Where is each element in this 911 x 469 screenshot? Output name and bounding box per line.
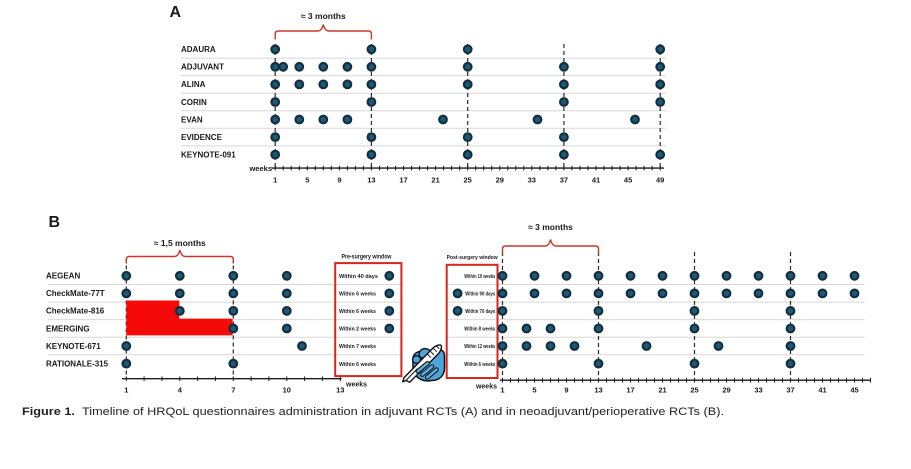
svg-text:9: 9 bbox=[337, 176, 341, 185]
svg-text:5: 5 bbox=[305, 176, 309, 185]
svg-text:weeks: weeks bbox=[248, 164, 272, 173]
svg-text:Within 90 days: Within 90 days bbox=[465, 292, 495, 298]
svg-text:9: 9 bbox=[564, 386, 568, 395]
svg-text:41: 41 bbox=[818, 386, 826, 395]
svg-text:21: 21 bbox=[658, 386, 666, 395]
svg-text:Within 2 weeks: Within 2 weeks bbox=[339, 327, 376, 333]
svg-text:EVAN: EVAN bbox=[181, 115, 203, 124]
svg-text:4: 4 bbox=[178, 386, 183, 395]
svg-text:B: B bbox=[49, 214, 61, 231]
svg-text:13: 13 bbox=[594, 386, 602, 395]
svg-text:45: 45 bbox=[624, 176, 632, 185]
svg-text:33: 33 bbox=[528, 176, 536, 185]
svg-text:Within 8 weeks: Within 8 weeks bbox=[464, 327, 495, 333]
svg-text:RATIONALE-315: RATIONALE-315 bbox=[46, 359, 109, 368]
svg-text:33: 33 bbox=[754, 386, 762, 395]
svg-text:13: 13 bbox=[367, 176, 375, 185]
svg-text:13: 13 bbox=[336, 386, 344, 395]
svg-text:KEYNOTE-671: KEYNOTE-671 bbox=[46, 342, 101, 351]
svg-text:A: A bbox=[170, 4, 182, 21]
svg-text:25: 25 bbox=[690, 386, 698, 395]
svg-text:CheckMate-816: CheckMate-816 bbox=[46, 307, 105, 316]
svg-text:37: 37 bbox=[560, 176, 568, 185]
svg-text:25: 25 bbox=[464, 176, 472, 185]
svg-text:1: 1 bbox=[124, 386, 128, 395]
svg-text:Pre-surgery window: Pre-surgery window bbox=[342, 254, 392, 260]
svg-text:5: 5 bbox=[532, 386, 536, 395]
svg-text:41: 41 bbox=[592, 176, 600, 185]
svg-text:weeks: weeks bbox=[345, 382, 367, 389]
svg-text:45: 45 bbox=[850, 386, 858, 395]
svg-text:Post-surgery window: Post-surgery window bbox=[447, 255, 499, 261]
svg-text:29: 29 bbox=[496, 176, 504, 185]
svg-text:AEGEAN: AEGEAN bbox=[46, 272, 80, 281]
svg-text:Within 6 weeks: Within 6 weeks bbox=[339, 309, 376, 315]
svg-text:ADAURA: ADAURA bbox=[181, 45, 216, 54]
svg-text:49: 49 bbox=[656, 176, 664, 185]
svg-text:1: 1 bbox=[273, 176, 277, 185]
svg-text:Within 6 weeks: Within 6 weeks bbox=[339, 292, 376, 298]
svg-text:EMERGING: EMERGING bbox=[46, 324, 90, 333]
svg-text:10: 10 bbox=[283, 386, 291, 395]
svg-text:37: 37 bbox=[786, 386, 794, 395]
svg-text:≈ 3 months: ≈ 3 months bbox=[301, 11, 346, 21]
svg-text:Within 10 weeks: Within 10 weeks bbox=[464, 274, 495, 280]
svg-text:Within 70 days: Within 70 days bbox=[465, 309, 495, 315]
svg-text:CORIN: CORIN bbox=[181, 98, 207, 107]
svg-text:KEYNOTE-091: KEYNOTE-091 bbox=[181, 150, 236, 159]
svg-text:7: 7 bbox=[231, 386, 235, 395]
svg-text:17: 17 bbox=[399, 176, 407, 185]
svg-text:ADJUVANT: ADJUVANT bbox=[181, 63, 224, 72]
svg-text:Within 40 days: Within 40 days bbox=[339, 274, 378, 280]
svg-text:≈ 1,5 months: ≈ 1,5 months bbox=[154, 238, 206, 248]
svg-text:weeks: weeks bbox=[475, 384, 497, 391]
svg-text:29: 29 bbox=[722, 386, 730, 395]
svg-text:EVIDENCE: EVIDENCE bbox=[181, 133, 223, 142]
svg-text:ALINA: ALINA bbox=[181, 80, 206, 89]
svg-text:Within 12 weeks: Within 12 weeks bbox=[464, 344, 495, 350]
svg-text:Within 7 weeks: Within 7 weeks bbox=[339, 344, 376, 350]
svg-text:21: 21 bbox=[431, 176, 439, 185]
svg-text:Within 6 weeks: Within 6 weeks bbox=[339, 362, 376, 368]
svg-text:1: 1 bbox=[500, 386, 504, 395]
svg-text:Within 6 weeks: Within 6 weeks bbox=[464, 362, 495, 368]
svg-text:CheckMate-77T: CheckMate-77T bbox=[46, 289, 105, 298]
svg-text:Figure 1. Timeline of HRQoL q: Figure 1. Timeline of HRQoL questionnair… bbox=[22, 406, 724, 418]
svg-text:≈ 3 months: ≈ 3 months bbox=[528, 222, 573, 232]
svg-text:17: 17 bbox=[626, 386, 634, 395]
